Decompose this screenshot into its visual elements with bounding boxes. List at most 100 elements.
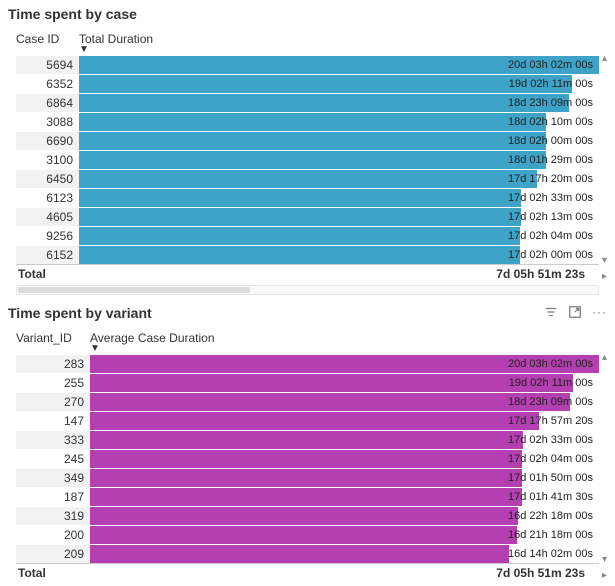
cell-bar: 18d 02h 10m 00s — [79, 113, 599, 131]
bar-value-label: 18d 02h 00m 00s — [508, 132, 593, 150]
rows-container: 569420d 03h 02m 00s635219d 02h 11m 00s68… — [16, 55, 599, 264]
cell-bar: 17d 02h 33m 00s — [90, 431, 599, 449]
scroll-down-icon[interactable]: ▾ — [602, 257, 607, 265]
scroll-up-icon[interactable]: ▴ — [602, 354, 607, 362]
table-row[interactable]: 308818d 02h 10m 00s — [16, 112, 599, 131]
cell-id: 245 — [16, 450, 90, 468]
panel-time-by-case: Time spent by case Case ID Total Duratio… — [0, 0, 615, 299]
table-row[interactable]: 6690 18d 02h 00m 00s — [16, 131, 599, 150]
panel-title: Time spent by case — [8, 6, 607, 22]
bar-value-label: 17d 02h 13m 00s — [508, 208, 593, 226]
scroll-right-icon[interactable]: ▸ — [602, 572, 607, 580]
bar-value-label: 18d 23h 09m 00s — [508, 393, 593, 411]
bar — [79, 94, 569, 112]
table-row[interactable]: 5694 20d 03h 02m 00s — [16, 55, 599, 74]
bar-value-label: 16d 14h 02m 00s — [508, 545, 593, 563]
cell-id: 283 — [16, 355, 90, 373]
bar — [90, 545, 509, 563]
cell-id: 6864 — [16, 94, 79, 112]
cell-id: 319 — [16, 507, 90, 525]
bar — [79, 246, 520, 264]
cell-id: 6690 — [16, 132, 79, 150]
cell-id: 6123 — [16, 189, 79, 207]
cell-id: 6450 — [16, 170, 79, 188]
cell-bar: 17d 02h 04m 00s — [79, 227, 599, 245]
cell-id: 4605 — [16, 208, 79, 226]
cell-bar: 18d 02h 00m 00s — [79, 132, 599, 150]
table-row[interactable]: 28320d 03h 02m 00s — [16, 354, 599, 373]
filter-icon[interactable] — [544, 305, 558, 319]
table-row[interactable]: 18717d 01h 41m 30s — [16, 487, 599, 506]
more-options-icon[interactable]: ··· — [592, 305, 607, 319]
grid: ▴ 28320d 03h 02m 00s25519d 02h 11m 00s27… — [8, 354, 607, 582]
grid: ▴ 569420d 03h 02m 00s635219d 02h 11m 00s… — [8, 55, 607, 283]
cell-id: 6352 — [16, 75, 79, 93]
col-header-id[interactable]: Case ID — [16, 32, 79, 53]
table-row[interactable]: 200 16d 21h 18m 00s — [16, 525, 599, 544]
cell-id: 3100 — [16, 151, 79, 169]
cell-bar: 17d 02h 04m 00s — [90, 450, 599, 468]
cell-bar: 19d 02h 11m 00s — [90, 374, 599, 392]
cell-bar: 20d 03h 02m 00s — [90, 355, 599, 373]
scrollbar-thumb[interactable] — [18, 287, 250, 293]
bar — [90, 393, 570, 411]
scroll-down-icon[interactable]: ▾ — [602, 556, 607, 564]
table-row[interactable]: 612317d 02h 33m 00s — [16, 188, 599, 207]
scroll-up-icon[interactable]: ▴ — [602, 55, 607, 63]
cell-bar: 16d 21h 18m 00s — [90, 526, 599, 544]
bar-value-label: 17d 17h 57m 20s — [508, 412, 593, 430]
cell-bar: 16d 22h 18m 00s — [90, 507, 599, 525]
sort-desc-icon: ▼ — [90, 346, 215, 352]
rows-container: 28320d 03h 02m 00s25519d 02h 11m 00s2701… — [16, 354, 599, 563]
table-row[interactable]: 14717d 17h 57m 20s — [16, 411, 599, 430]
panel-actions: ··· — [544, 305, 607, 319]
bar-value-label: 17d 17h 20m 00s — [508, 170, 593, 188]
bar — [79, 189, 521, 207]
focus-mode-icon[interactable] — [568, 305, 582, 319]
scroll-right-icon[interactable]: ▸ — [602, 273, 607, 281]
col-header-id[interactable]: Variant_ID — [16, 331, 90, 352]
table-row[interactable]: 6864 18d 23h 09m 00s — [16, 93, 599, 112]
cell-id: 200 — [16, 526, 90, 544]
table-row[interactable]: 349 17d 01h 50m 00s — [16, 468, 599, 487]
cell-bar: 17d 02h 13m 00s — [79, 208, 599, 226]
table-row[interactable]: 635219d 02h 11m 00s — [16, 74, 599, 93]
bar-value-label: 20d 03h 02m 00s — [508, 56, 593, 74]
table-row[interactable]: 33317d 02h 33m 00s — [16, 430, 599, 449]
table-row[interactable]: 4605 17d 02h 13m 00s — [16, 207, 599, 226]
cell-id: 349 — [16, 469, 90, 487]
bar — [90, 488, 522, 506]
table-row[interactable]: 925617d 02h 04m 00s — [16, 226, 599, 245]
table-row[interactable]: 31916d 22h 18m 00s — [16, 506, 599, 525]
bar — [79, 151, 546, 169]
table-row[interactable]: 25519d 02h 11m 00s — [16, 373, 599, 392]
table-row[interactable]: 20916d 14h 02m 00s — [16, 544, 599, 563]
cell-id: 5694 — [16, 56, 79, 74]
cell-bar: 17d 17h 57m 20s — [90, 412, 599, 430]
total-value: 7d 05h 51m 23s — [79, 267, 599, 281]
table-row[interactable]: 615217d 02h 00m 00s — [16, 245, 599, 264]
bar — [90, 450, 522, 468]
table-row[interactable]: 27018d 23h 09m 00s — [16, 392, 599, 411]
bar — [90, 412, 539, 430]
column-headers: Case ID Total Duration ▼ — [8, 32, 607, 55]
bar-value-label: 17d 02h 04m 00s — [508, 227, 593, 245]
panel-time-by-variant: Time spent by variant ··· Variant_ID Ave… — [0, 299, 615, 586]
total-label: Total — [16, 566, 90, 580]
cell-id: 187 — [16, 488, 90, 506]
bar-value-label: 17d 01h 50m 00s — [508, 469, 593, 487]
bar-value-label: 18d 23h 09m 00s — [508, 94, 593, 112]
bar — [90, 374, 573, 392]
col-header-value[interactable]: Total Duration ▼ — [79, 32, 153, 53]
bar-value-label: 17d 02h 00m 00s — [508, 246, 593, 264]
cell-bar: 18d 23h 09m 00s — [90, 393, 599, 411]
horizontal-scrollbar[interactable] — [16, 285, 599, 295]
col-header-value[interactable]: Average Case Duration ▼ — [90, 331, 215, 352]
table-row[interactable]: 6450 17d 17h 20m 00s — [16, 169, 599, 188]
cell-bar: 19d 02h 11m 00s — [79, 75, 599, 93]
table-row[interactable]: 310018d 01h 29m 00s — [16, 150, 599, 169]
cell-bar: 17d 02h 33m 00s — [79, 189, 599, 207]
bar-value-label: 16d 21h 18m 00s — [508, 526, 593, 544]
table-row[interactable]: 24517d 02h 04m 00s — [16, 449, 599, 468]
cell-bar: 17d 02h 00m 00s — [79, 246, 599, 264]
